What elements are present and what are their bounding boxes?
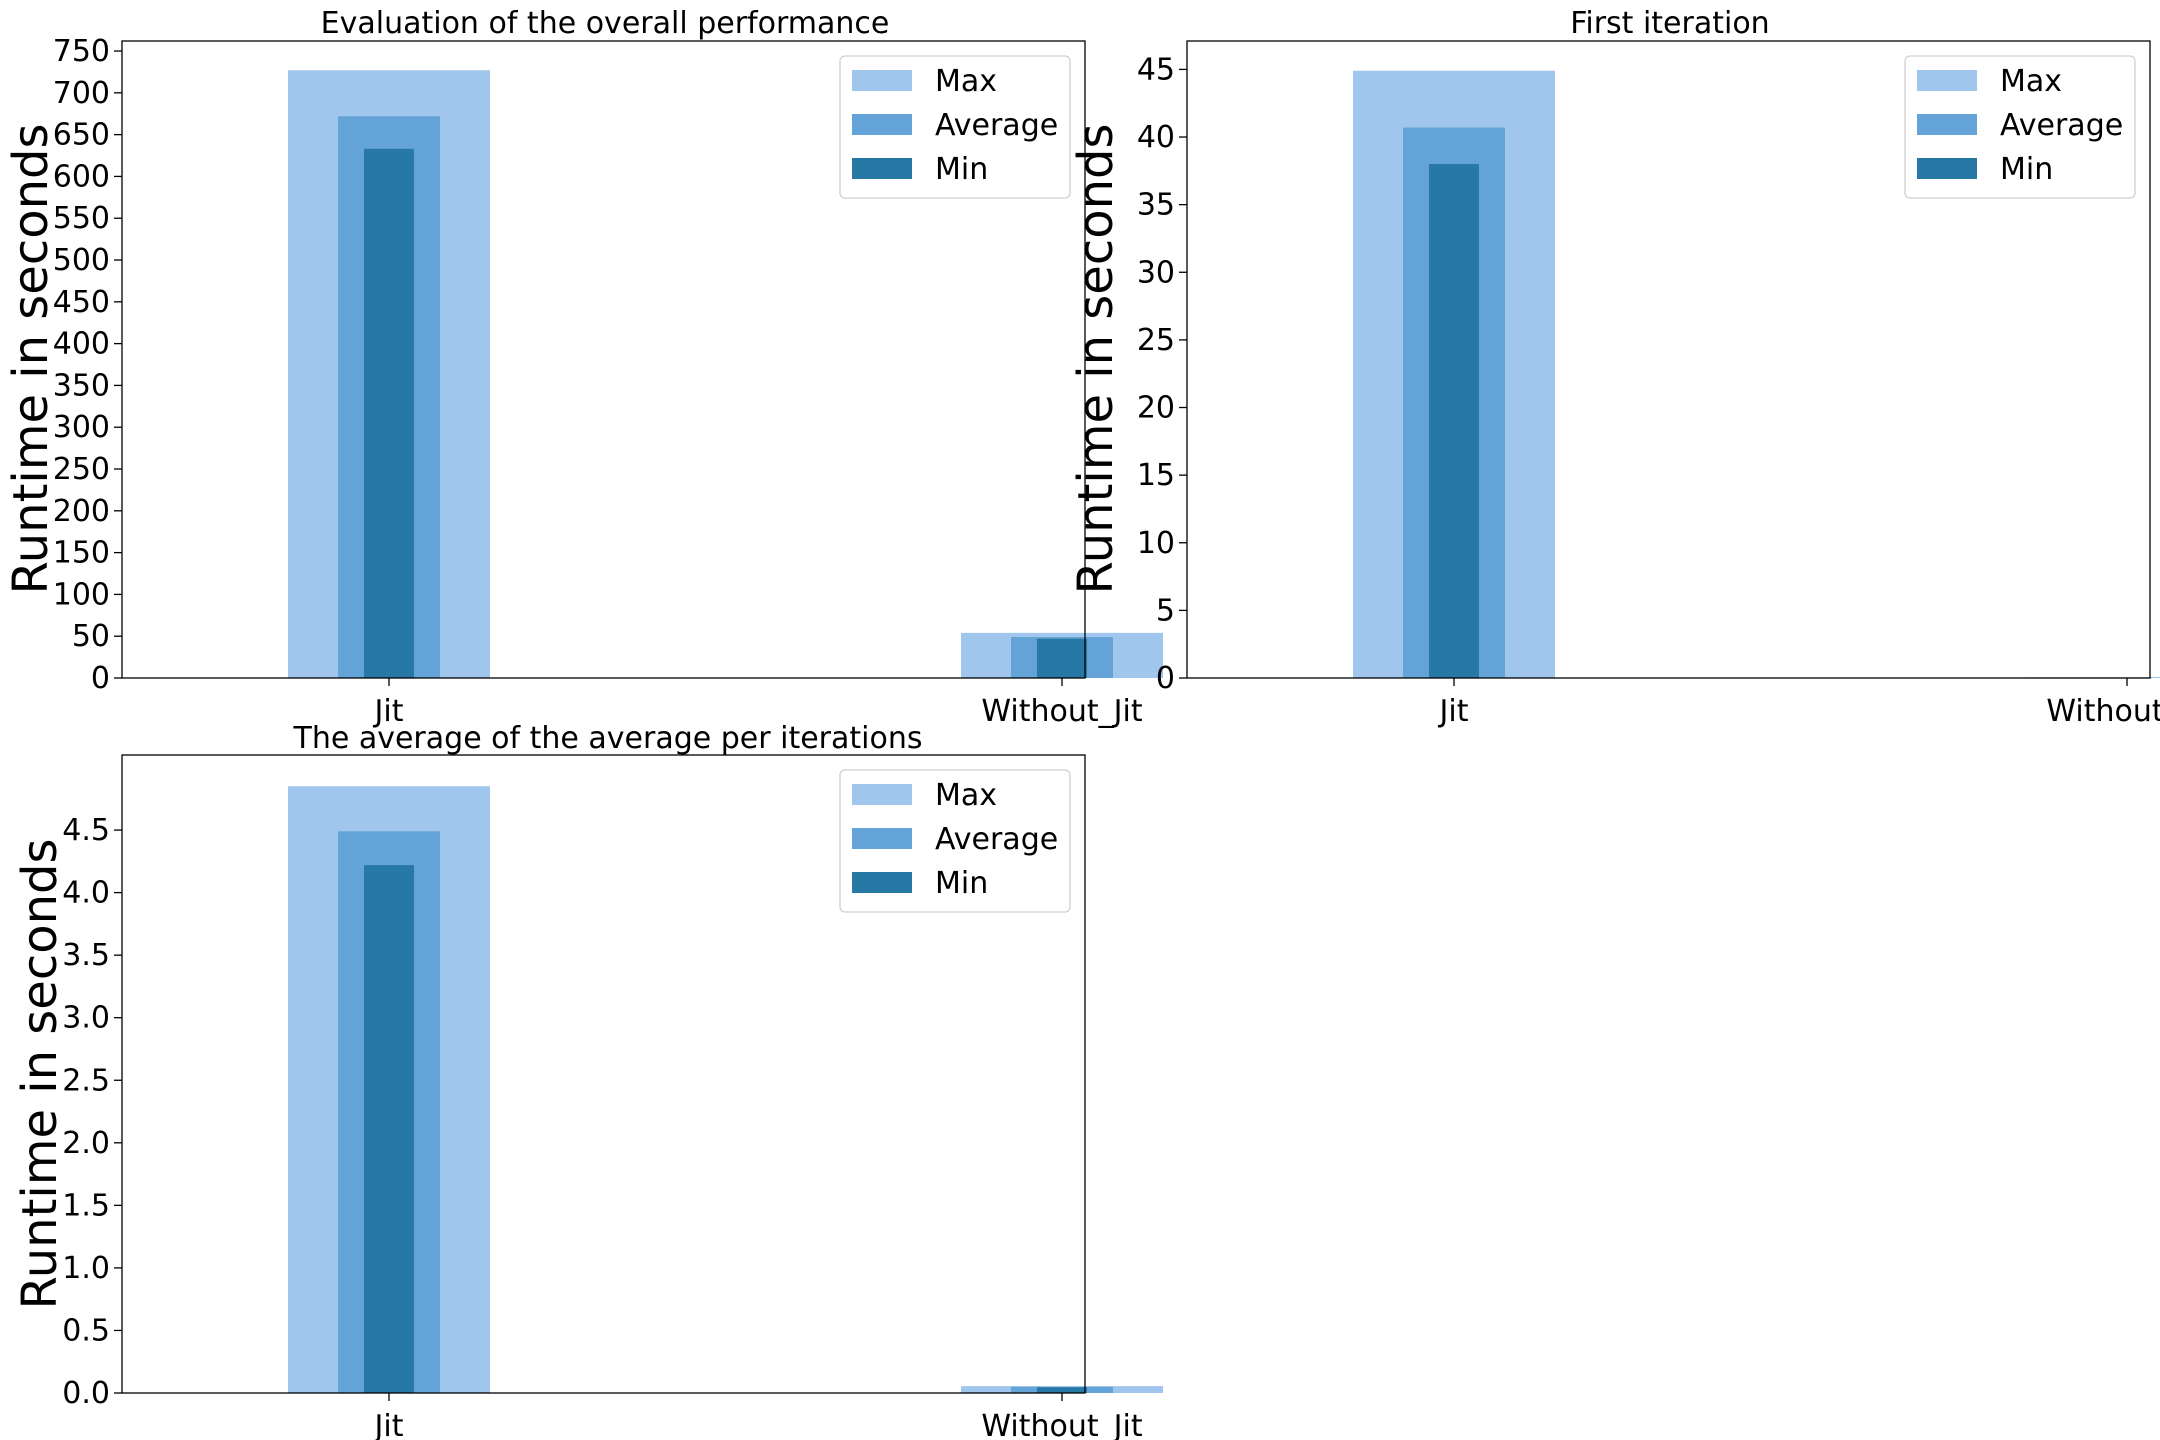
y-tick-label: 3.5	[62, 938, 110, 973]
chart-title: Evaluation of the overall performance	[321, 6, 890, 41]
legend-swatch-average	[1917, 114, 1977, 135]
legend-label-min: Min	[935, 866, 988, 901]
y-tick-label: 250	[53, 452, 110, 487]
y-tick-label: 2.5	[62, 1063, 110, 1098]
chart-title: First iteration	[1570, 6, 1769, 41]
chart-panel-average-per-iteration: The average of the average per iteration…	[12, 721, 1163, 1440]
legend-label-average: Average	[935, 108, 1058, 143]
legend-label-min: Min	[2000, 152, 2053, 187]
x-tick-label: Without_Jit	[981, 694, 1142, 729]
legend-label-average: Average	[935, 822, 1058, 857]
y-tick-label: 35	[1137, 188, 1175, 223]
plot-area: 0.0 0.5 1.0 1.5 2.0 2.5 3.0 3.5 4.0 4.5 Jit Without…	[62, 754, 1163, 1440]
y-tick-label: 45	[1137, 52, 1175, 87]
legend-swatch-max	[852, 70, 912, 91]
chart-panel-overall-performance: Evaluation of the overall performance Ru…	[3, 6, 1163, 729]
y-tick-label: 200	[53, 494, 110, 529]
bar-min-without_jit	[1037, 638, 1087, 678]
y-tick-label: 40	[1137, 120, 1175, 155]
x-tick-label: Without_Jit	[981, 1409, 1142, 1440]
x-tick-label: Jit	[1438, 694, 1469, 729]
x-tick-label: Without_Jit	[2046, 694, 2160, 729]
y-tick-label: 300	[53, 410, 110, 445]
legend: Max Average Min	[839, 769, 1071, 913]
bar-min-without_jit	[1037, 1387, 1087, 1393]
y-tick-label: 500	[53, 243, 110, 278]
legend-swatch-max	[1917, 70, 1977, 91]
y-tick-label: 450	[53, 285, 110, 320]
y-tick-label: 750	[53, 34, 110, 69]
legend-swatch-average	[852, 114, 912, 135]
legend-label-max: Max	[2000, 64, 2062, 99]
x-tick-label: Jit	[373, 1409, 404, 1440]
legend-swatch-max	[852, 784, 912, 805]
y-tick-label: 3.0	[62, 1001, 110, 1036]
y-tick-label: 400	[53, 327, 110, 362]
legend-label-min: Min	[935, 152, 988, 187]
y-tick-label: 2.0	[62, 1126, 110, 1161]
y-tick-label: 20	[1137, 391, 1175, 426]
legend-swatch-min	[1917, 158, 1977, 179]
y-tick-label: 700	[53, 76, 110, 111]
legend-label-max: Max	[935, 778, 997, 813]
y-tick-label: 0	[91, 661, 110, 696]
y-axis-label: Runtime in seconds	[1068, 124, 1124, 595]
axes-frame	[121, 754, 1086, 1394]
bar-min-jit	[1429, 164, 1479, 678]
bar-min-jit	[364, 148, 414, 679]
y-tick-label: 350	[53, 368, 110, 403]
y-tick-label: 0.5	[62, 1313, 110, 1348]
plot-area: 0 5 10 15 20 25 30 35 40 45 Jit Without_Jit Max Avera…	[1137, 40, 2160, 729]
legend: Max Average Min	[839, 55, 1071, 199]
y-axis-label: Runtime in seconds	[3, 124, 59, 595]
y-tick-label: 550	[53, 201, 110, 236]
y-tick-label: 1.5	[62, 1188, 110, 1223]
y-tick-label: 15	[1137, 458, 1175, 493]
legend-swatch-min	[852, 158, 912, 179]
y-tick-label: 25	[1137, 323, 1175, 358]
plot-area: 0 50 100 150 200 250 300 350 400 450 500 550 600 650 7…	[53, 34, 1163, 729]
y-tick-label: 650	[53, 118, 110, 153]
legend-label-average: Average	[2000, 108, 2123, 143]
legend-swatch-average	[852, 828, 912, 849]
y-axis-label: Runtime in seconds	[12, 839, 68, 1310]
y-tick-label: 0.0	[62, 1376, 110, 1411]
axes-frame	[121, 40, 1086, 679]
y-tick-label: 50	[72, 619, 110, 654]
axes-frame	[1186, 40, 2151, 679]
y-tick-label: 100	[53, 577, 110, 612]
legend: Max Average Min	[1904, 55, 2136, 199]
y-tick-label: 4.0	[62, 876, 110, 911]
y-tick-label: 1.0	[62, 1251, 110, 1286]
y-tick-label: 600	[53, 159, 110, 194]
x-tick-label: Jit	[373, 694, 404, 729]
chart-title: The average of the average per iteration…	[293, 721, 923, 756]
bar-min-jit	[364, 865, 414, 1393]
y-tick-label: 150	[53, 536, 110, 571]
y-tick-label: 10	[1137, 526, 1175, 561]
legend-swatch-min	[852, 872, 912, 893]
legend-label-max: Max	[935, 64, 997, 99]
chart-panel-first-iteration: First iteration Runtime in seconds 0 5 10 1…	[1068, 6, 2160, 729]
y-tick-label: 30	[1137, 255, 1175, 290]
y-tick-label: 5	[1156, 593, 1175, 628]
y-tick-label: 4.5	[62, 813, 110, 848]
y-tick-label: 0	[1156, 661, 1175, 696]
